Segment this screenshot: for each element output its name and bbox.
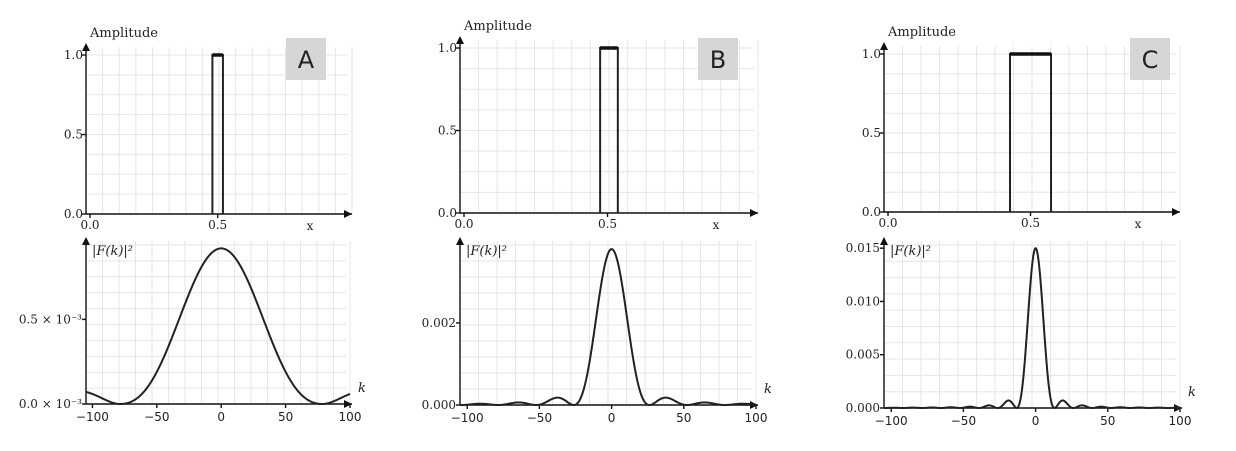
k-axis-label: k (358, 381, 366, 396)
y-axis-label: Amplitude (463, 19, 532, 34)
panel-badge (698, 38, 738, 80)
k-tick-label: −100 (76, 410, 109, 424)
spectrum-y-tick-label: 0.5 × 10⁻³ (19, 312, 82, 326)
x-tick-label: 0.5 (1021, 216, 1040, 230)
k-tick-label: 0 (217, 410, 225, 424)
k-tick-label: 0 (608, 411, 616, 425)
panel-a: 0.0 0.5 1.0 0.0 0.5 x Amplitude A 0.0 × 10⁻³ 0.5 … (19, 26, 366, 424)
spectrum-curve (884, 247, 1181, 410)
k-tick-label: 50 (278, 410, 293, 424)
panel-badge (286, 38, 326, 80)
spectrum-curve (460, 248, 757, 407)
y-tick-label: 1.0 (438, 41, 457, 55)
y-tick-label: 0.5 (862, 126, 881, 140)
top-grid (460, 40, 759, 213)
k-tick-label: 100 (1169, 414, 1192, 428)
k-tick-label: 100 (745, 411, 768, 425)
y-axis-label: Amplitude (887, 25, 956, 40)
y-axis-arrow (456, 36, 464, 44)
spectrum-y-tick-label: 0.010 (846, 294, 880, 308)
y-tick-label: 1.0 (64, 48, 83, 62)
spectrum-y-label: |F(k)|² (92, 244, 133, 259)
x-axis-arrow (750, 209, 758, 217)
k-tick-label: 100 (339, 410, 362, 424)
x-tick-label: 0.5 (208, 218, 227, 232)
k-tick-label: −100 (875, 414, 908, 428)
k-tick-label: −100 (451, 411, 484, 425)
spectrum-y-tick-label: 0.000 (422, 398, 456, 412)
x-axis-label: x (307, 219, 314, 233)
k-tick-label: 50 (1100, 414, 1115, 428)
k-axis-label: k (1188, 385, 1196, 400)
y-axis-arrow (82, 43, 90, 51)
spectrum-y-label: |F(k)|² (890, 244, 931, 259)
k-axis-arrow (344, 400, 352, 408)
spectrum-grid (460, 241, 757, 405)
k-tick-label: −50 (527, 411, 552, 425)
spectrum-y-arrow (880, 237, 888, 245)
y-tick-label: 0.0 (862, 205, 881, 219)
spectrum-y-tick-label: 0.015 (846, 241, 880, 255)
y-axis-label: Amplitude (89, 26, 158, 41)
x-tick-label: 0.0 (80, 218, 99, 232)
panel-badge (1130, 38, 1170, 80)
spectrum-y-arrow (82, 237, 90, 245)
panel-c: 0.0 0.5 1.0 0.0 0.5 x Amplitude C 0.000 0.005 0.01… (846, 25, 1196, 428)
spectrum-y-tick-label: 0.0 × 10⁻³ (19, 397, 82, 411)
k-tick-label: −50 (144, 410, 169, 424)
spectrum-grid (884, 241, 1181, 408)
x-axis-label: x (1135, 217, 1142, 231)
spectrum-curve (85, 247, 351, 405)
k-tick-label: 50 (676, 411, 691, 425)
k-tick-label: 0 (1032, 414, 1040, 428)
k-axis-label: k (764, 382, 772, 397)
spectrum-y-arrow (456, 237, 464, 245)
k-tick-label: −50 (951, 414, 976, 428)
y-tick-label: 1.0 (862, 47, 881, 61)
panel-letter: B (710, 46, 726, 74)
x-axis-arrow (344, 210, 352, 218)
y-tick-label: 0.5 (438, 124, 457, 138)
spectrum-y-tick-label: 0.000 (846, 401, 880, 415)
y-tick-label: 0.5 (64, 128, 83, 142)
panel-letter: A (298, 46, 315, 74)
x-tick-label: 0.0 (454, 217, 473, 231)
panel-b: 0.0 0.5 1.0 0.0 0.5 x Amplitude B 0.000 0.002 −100… (422, 19, 772, 425)
x-tick-label: 0.5 (598, 217, 617, 231)
y-tick-label: 0.0 (438, 206, 457, 220)
x-axis-label: x (713, 218, 720, 232)
y-axis-arrow (880, 42, 888, 50)
x-axis-arrow (1172, 208, 1180, 216)
x-tick-label: 0.0 (878, 216, 897, 230)
y-tick-label: 0.0 (64, 207, 83, 221)
spectrum-grid (86, 241, 351, 404)
spectrum-y-tick-label: 0.002 (422, 316, 456, 330)
spectrum-y-tick-label: 0.005 (846, 348, 880, 362)
panel-letter: C (1142, 46, 1159, 74)
spectrum-y-label: |F(k)|² (466, 244, 507, 259)
